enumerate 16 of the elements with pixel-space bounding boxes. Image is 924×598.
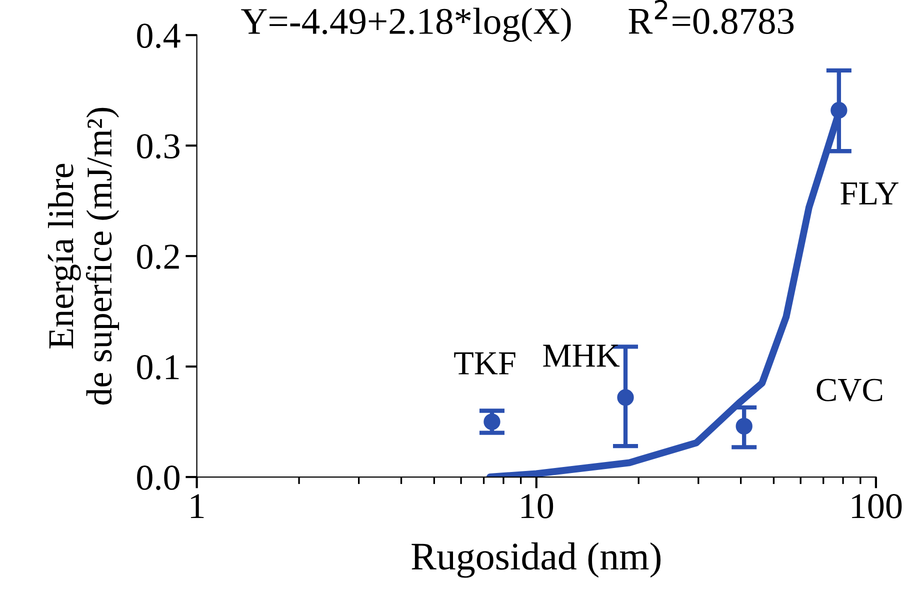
annotation: Y=-4.49+2.18*log(X) (241, 8, 571, 42)
y-tick-label: 0.4 (137, 24, 180, 48)
y-tick-label: 0.2 (137, 244, 179, 270)
x-tick-label: 1 (190, 494, 204, 518)
y-tick-label: 0.1 (137, 355, 179, 380)
x-tick-label: 100 (852, 494, 902, 518)
x-axis-title: Rugosidad (nm) (412, 542, 661, 578)
x-tick-label: 10 (522, 494, 554, 518)
annotation: CVC (816, 378, 882, 402)
annotation: FLY (840, 182, 898, 204)
y-axis-title: Energía libre de superfice (mJ/m²) (48, 108, 120, 405)
y-tick-label: 0.3 (137, 134, 180, 159)
text: R$^{2}$=0.8783 (628, 0, 794, 34)
y-tick-label: 0.0 (137, 466, 180, 490)
annotation: TKF (454, 352, 516, 374)
annotation: MHK (543, 344, 620, 367)
